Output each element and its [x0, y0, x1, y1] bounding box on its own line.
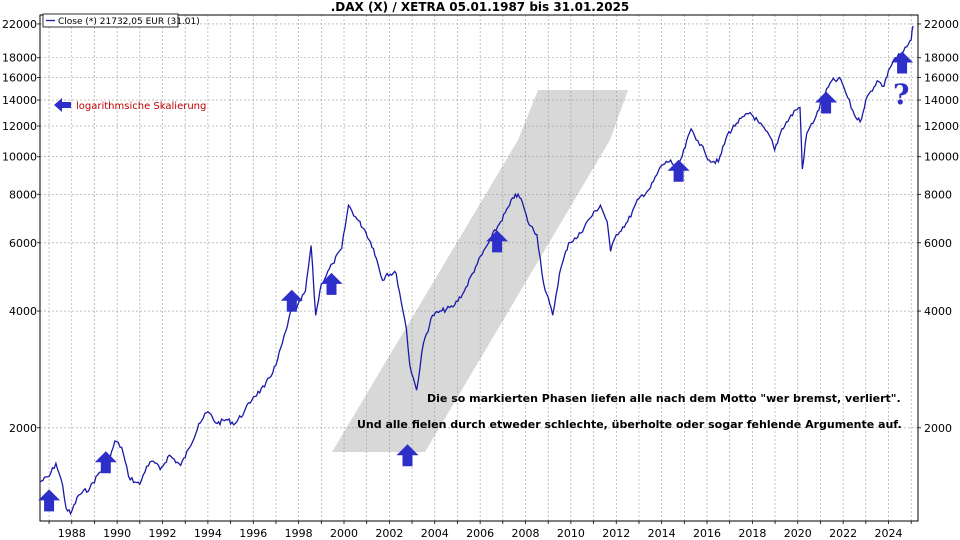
x-tick-label: 2024 — [875, 527, 903, 540]
annotation-line-2: Und alle fielen durch etweder schlechte,… — [357, 418, 902, 431]
y-tick-label-left: 12000 — [2, 120, 37, 133]
x-tick-label: 1998 — [285, 527, 313, 540]
legend-box — [42, 13, 179, 28]
y-tick-label-left: 10000 — [2, 151, 37, 164]
phase-markers — [38, 51, 914, 512]
y-tick-label-right: 12000 — [924, 120, 959, 133]
annotation-line-1: Die so markierten Phasen liefen alle nac… — [427, 392, 901, 405]
y-tick-label-right: 10000 — [924, 151, 959, 164]
up-arrow-marker — [667, 159, 690, 182]
y-axis-left: 2000 4000 6000 8000 10000 12000 14000 16000 1800… — [2, 18, 40, 435]
x-tick-label: 2000 — [330, 527, 358, 540]
up-arrow-marker — [891, 51, 914, 74]
x-tick-label: 1996 — [239, 527, 267, 540]
series-line-close — [39, 25, 914, 516]
x-tick-label: 1992 — [149, 527, 177, 540]
up-arrow-marker — [38, 489, 61, 512]
annotation-log-scale-text: logarithmsiche Skalierung — [76, 101, 206, 112]
x-tick-label: 2014 — [648, 527, 676, 540]
x-tick-label: 2004 — [421, 527, 449, 540]
x-tick-label: 2012 — [602, 527, 630, 540]
question-mark: ? — [893, 78, 909, 111]
left-arrow-icon — [54, 98, 71, 112]
legend-entry: Close (*) 21732,05 EUR (31.01) — [58, 17, 200, 27]
plot-frame — [39, 14, 919, 522]
y-tick-label-right: 8000 — [924, 188, 952, 201]
grid — [40, 15, 918, 521]
y-tick-label-right: 16000 — [924, 72, 959, 85]
chart-title: .DAX (X) / XETRA 05.01.1987 bis 31.01.20… — [330, 0, 630, 14]
y-tick-label-right: 2000 — [924, 422, 952, 435]
x-tick-label: 2010 — [557, 527, 585, 540]
x-tick-label: 1990 — [103, 527, 131, 540]
y-tick-label-left: 8000 — [9, 188, 37, 201]
y-axis-right: 2000 4000 6000 8000 10000 12000 14000 16000 1800… — [918, 18, 959, 435]
y-tick-label-right: 22000 — [924, 18, 959, 31]
y-tick-label-right: 18000 — [924, 52, 959, 65]
y-tick-label-left: 18000 — [2, 52, 37, 65]
up-arrow-marker — [486, 230, 509, 253]
y-tick-label-left: 2000 — [9, 422, 37, 435]
x-tick-label: 2020 — [784, 527, 812, 540]
legend: Close (*) 21732,05 EUR (31.01) — [42, 13, 200, 28]
x-tick-label: 2002 — [375, 527, 403, 540]
y-tick-label-left: 6000 — [9, 237, 37, 250]
up-arrow-marker — [94, 451, 117, 474]
up-arrow-marker — [320, 272, 343, 295]
x-tick-label: 2008 — [512, 527, 540, 540]
x-axis: 1988 1990 1992 1994 1996 1998 2000 2002 2004 2006… — [48, 521, 912, 540]
y-tick-label-right: 14000 — [924, 94, 959, 107]
x-tick-label: 2006 — [466, 527, 494, 540]
up-arrow-marker — [815, 91, 838, 114]
x-tick-label: 1988 — [58, 527, 86, 540]
x-tick-label: 2016 — [693, 527, 721, 540]
y-tick-label-left: 4000 — [9, 305, 37, 318]
y-tick-label-left: 16000 — [2, 72, 37, 85]
watermark-shape — [518, 90, 628, 140]
y-tick-label-left: 14000 — [2, 94, 37, 107]
up-arrow-marker — [396, 444, 419, 467]
y-tick-label-right: 4000 — [924, 305, 952, 318]
y-tick-label-left: 22000 — [2, 18, 37, 31]
x-tick-label: 2018 — [738, 527, 766, 540]
x-tick-label: 2022 — [829, 527, 857, 540]
watermark-shape — [332, 140, 610, 452]
watermark-logo — [332, 90, 628, 452]
x-tick-label: 1994 — [194, 527, 222, 540]
annotation-log-scale: logarithmsiche Skalierung — [54, 98, 206, 112]
y-tick-label-right: 6000 — [924, 237, 952, 250]
up-arrow-marker — [280, 289, 303, 312]
